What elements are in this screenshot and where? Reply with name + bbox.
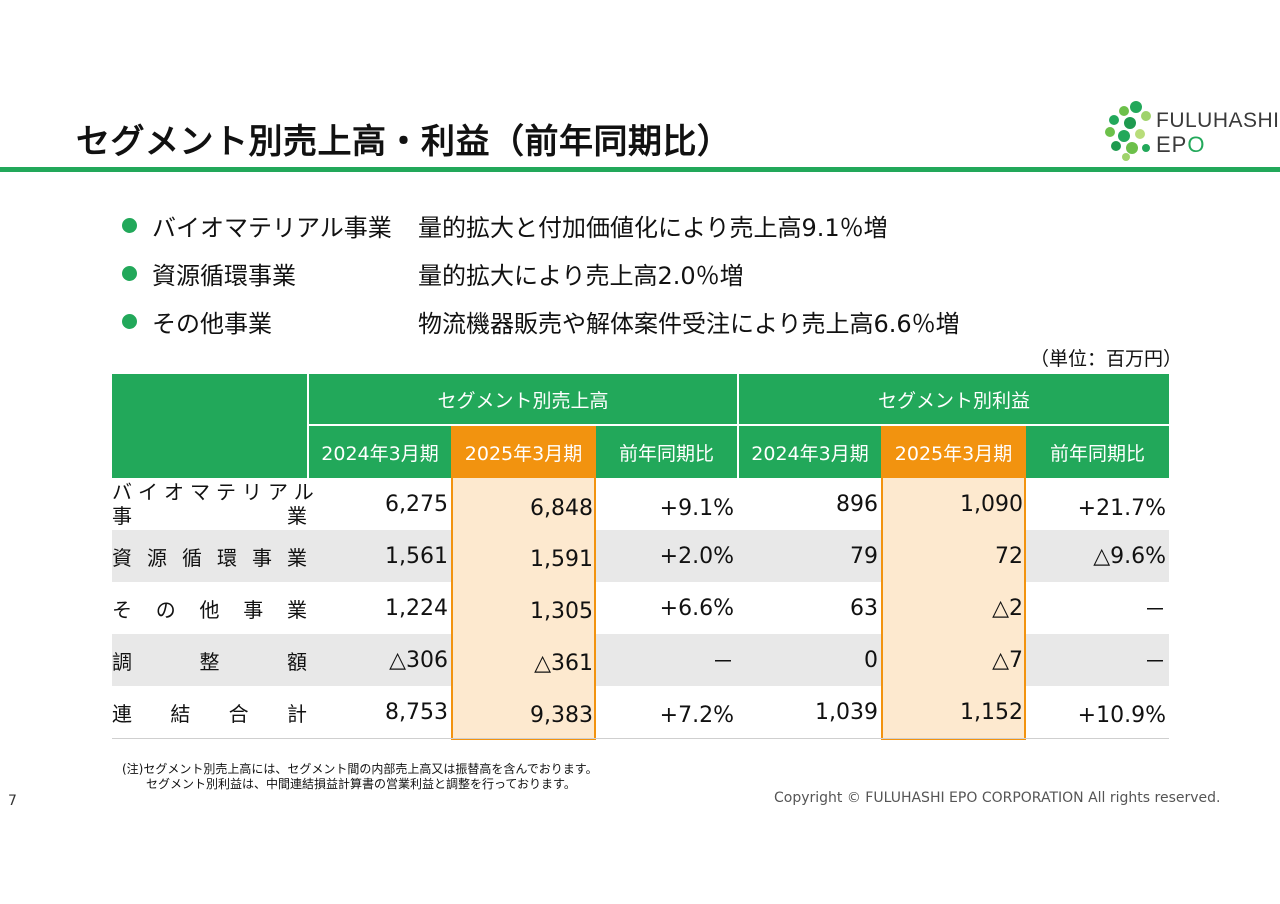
table-corner: [112, 374, 307, 478]
bullet-label: バイオマテリアル事業: [152, 214, 392, 242]
bullet-description: 量的拡大と付加価値化により売上高9.1％増: [418, 214, 888, 242]
row-label-char: 調: [112, 649, 132, 674]
segment-table: セグメント別売上高 セグメント別利益 2024年3月期 2025年3月期 前年同…: [112, 374, 1169, 740]
row-label-char: 合: [228, 701, 249, 726]
header-divider: [309, 424, 1169, 426]
footnote-line: (注)セグメント別売上高には、セグメント間の内部売上高又は振替高を含んでおります…: [122, 762, 598, 776]
row-label-char: 事: [252, 545, 272, 570]
bullet-description: 物流機器販売や解体案件受注により売上高6.6％増: [418, 310, 960, 338]
cell-profit-2025: 1,152: [960, 699, 1023, 725]
row-label-char: 環: [217, 545, 237, 570]
row-label-char: そ: [112, 597, 132, 622]
col-header: 前年同期比: [596, 426, 737, 478]
row-label-char: 業: [287, 504, 307, 528]
table-bottom-rule: [112, 738, 1169, 739]
row-label-recycling: 資 源 循 環 事 業: [112, 530, 307, 582]
row-label-char: 整: [199, 649, 220, 674]
header-divider: [737, 374, 739, 478]
cell-profit-2025: 72: [995, 543, 1023, 569]
row-label-char: 事: [243, 597, 264, 622]
col-header: 2024年3月期: [309, 426, 451, 478]
header-divider: [307, 374, 309, 478]
title-underline: [0, 167, 1280, 172]
page-number: 7: [8, 793, 17, 809]
footnotes: (注)セグメント別売上高には、セグメント間の内部売上高又は振替高を含んでおります…: [122, 762, 598, 792]
col-header-highlight: 2025年3月期: [881, 426, 1026, 478]
footnote-line: セグメント別利益は、中間連結損益計算書の営業利益と調整を行っております。: [146, 777, 576, 791]
highlight-profit-2025: [881, 478, 1026, 740]
cell-profit-2024: 0: [864, 647, 878, 673]
logo-mark-icon: [1105, 101, 1151, 161]
cell-sales-yoy: －: [711, 650, 734, 675]
bullet-label: その他事業: [152, 310, 272, 338]
cell-sales-yoy: +7.2%: [659, 702, 734, 728]
cell-sales-2024: 1,561: [385, 543, 448, 569]
cell-sales-yoy: +6.6%: [659, 595, 734, 621]
group-header-profit: セグメント別利益: [739, 374, 1169, 424]
logo-text-line2: EP: [1156, 132, 1188, 157]
page-title: セグメント別売上高・利益（前年同期比）: [76, 122, 732, 162]
cell-sales-2024: 8,753: [385, 699, 448, 725]
cell-profit-yoy: +21.7%: [1077, 495, 1166, 521]
cell-profit-2024: 1,039: [815, 699, 878, 725]
highlight-sales-2025: [451, 478, 596, 740]
cell-profit-yoy: △9.6%: [1093, 543, 1166, 569]
row-label-char: 業: [287, 545, 307, 570]
cell-sales-2024: △306: [389, 647, 448, 673]
row-label-char: 業: [287, 597, 307, 622]
row-label-char: 循: [182, 545, 202, 570]
cell-sales-yoy: +2.0%: [659, 543, 734, 569]
cell-profit-2024: 63: [850, 595, 878, 621]
row-label-biomaterial: バイオマテリアル 事 業: [112, 478, 320, 530]
col-header: 前年同期比: [1026, 426, 1169, 478]
cell-profit-2024: 896: [836, 491, 878, 517]
cell-sales-2024: 1,224: [385, 595, 448, 621]
row-label-char: 資: [112, 545, 132, 570]
bullet-dot-icon: [122, 314, 137, 329]
logo-text-o: O: [1187, 132, 1206, 157]
cell-profit-yoy: －: [1143, 650, 1166, 675]
row-label-char: 源: [147, 545, 167, 570]
row-label-char: 結: [170, 701, 191, 726]
row-label-char: 額: [287, 649, 307, 674]
cell-profit-2025: △2: [992, 595, 1023, 621]
cell-sales-2025: 9,383: [530, 702, 593, 728]
bullet-dot-icon: [122, 266, 137, 281]
cell-sales-2025: 6,848: [530, 495, 593, 521]
unit-label: （単位：百万円）: [1030, 348, 1183, 370]
cell-sales-2024: 6,275: [385, 491, 448, 517]
col-header: 2024年3月期: [739, 426, 881, 478]
col-header-highlight: 2025年3月期: [451, 426, 596, 478]
group-header-sales: セグメント別売上高: [309, 374, 737, 424]
row-label-char: 計: [286, 701, 307, 726]
logo-text-line1: FULUHASHI: [1156, 109, 1280, 132]
row-label-char: 事: [112, 504, 132, 528]
cell-sales-2025: 1,305: [530, 598, 593, 624]
cell-profit-yoy: +10.9%: [1077, 702, 1166, 728]
row-label-char: 連: [112, 701, 132, 726]
row-label-adjustment: 調 整 額: [112, 634, 307, 686]
cell-profit-2024: 79: [850, 543, 878, 569]
cell-sales-2025: 1,591: [530, 546, 593, 572]
cell-sales-yoy: +9.1%: [659, 495, 734, 521]
cell-sales-2025: △361: [534, 650, 593, 676]
row-label-line1: バイオマテリアル: [112, 480, 320, 504]
company-logo: FULUHASHI EPO: [1100, 98, 1279, 162]
copyright-notice: Copyright © FULUHASHI EPO CORPORATION Al…: [774, 790, 1221, 806]
row-label-total: 連 結 合 計: [112, 686, 307, 738]
bullet-label: 資源循環事業: [152, 262, 296, 290]
row-label-char: の: [155, 597, 176, 622]
row-label-other: そ の 他 事 業: [112, 582, 307, 634]
bullet-description: 量的拡大により売上高2.0％増: [418, 262, 744, 290]
row-label-char: 他: [199, 597, 220, 622]
cell-profit-2025: 1,090: [960, 491, 1023, 517]
bullet-dot-icon: [122, 218, 137, 233]
cell-profit-yoy: －: [1143, 598, 1166, 623]
cell-profit-2025: △7: [992, 647, 1023, 673]
